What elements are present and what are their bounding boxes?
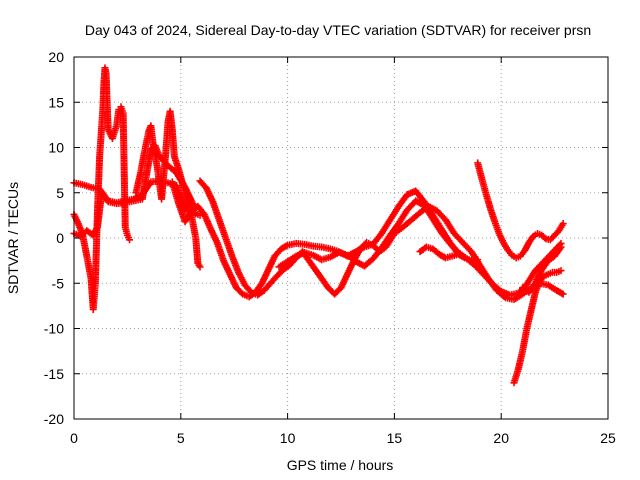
x-axis-label: GPS time / hours [287,457,394,473]
y-tick-label: 0 [56,230,64,246]
data-points [510,267,565,387]
data-points [474,159,567,262]
y-tick-label: 5 [56,185,64,201]
y-tick-label: -5 [52,275,65,291]
y-axis-label: SDTVAR / TECUs [5,182,21,294]
series-track-4 [132,107,204,271]
grid [74,57,608,419]
chart-title: Day 043 of 2024, Sidereal Day-to-day VTE… [85,22,591,38]
data-points [196,177,567,304]
data-points [70,64,134,313]
series-track-6 [196,177,567,304]
x-tick-label: 20 [493,430,509,446]
series-track-3 [70,64,134,313]
y-tick-label: -10 [44,321,64,337]
data-points [132,107,204,271]
x-tick-label: 15 [387,430,403,446]
series-track-10 [510,267,565,387]
y-tick-label: 20 [48,49,64,65]
y-tick-label: -15 [44,366,64,382]
y-tick-label: -20 [44,411,64,427]
x-tick-label: 25 [600,430,616,446]
y-tick-label: 10 [48,140,64,156]
series-track-11 [519,243,565,296]
series-track-9 [474,159,567,262]
data-points [416,243,482,265]
x-tick-label: 0 [70,430,78,446]
data-points [519,243,565,296]
x-tick-label: 10 [280,430,296,446]
data-markers [70,64,567,387]
y-tick-label: 15 [48,94,64,110]
axis-ticks: 0 5 10 15 20 25 -20 -15 -10 -5 0 5 10 15 20 [44,49,616,446]
x-tick-label: 5 [177,430,185,446]
series-track-8 [416,243,482,265]
